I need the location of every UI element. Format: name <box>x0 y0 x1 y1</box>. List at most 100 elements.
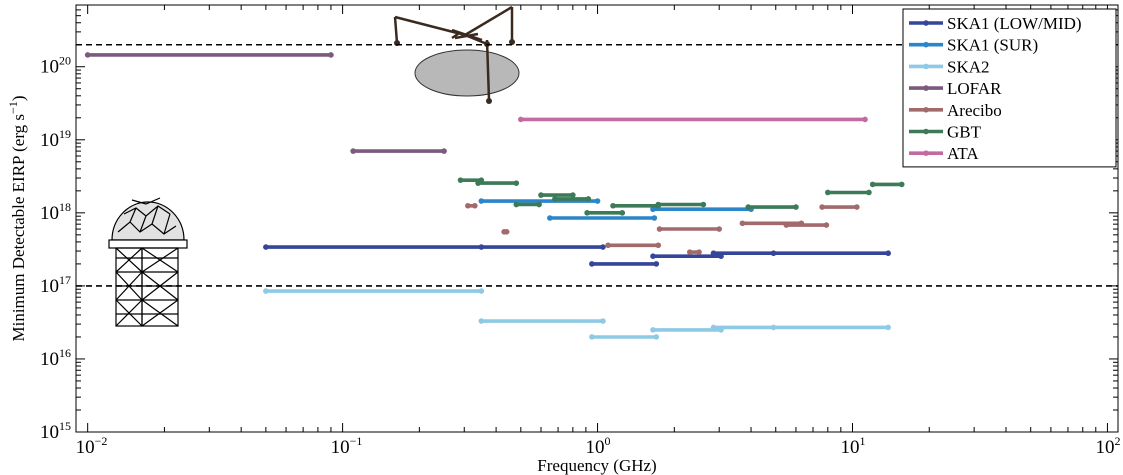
data-point <box>653 261 660 267</box>
data-point <box>710 250 717 257</box>
series-arecibo <box>465 202 860 255</box>
data-point <box>594 198 601 204</box>
series-lofar <box>84 52 447 154</box>
data-point <box>885 324 891 331</box>
legend-marker <box>923 41 929 48</box>
data-point <box>538 192 544 198</box>
data-point <box>441 148 447 154</box>
x-tick-label: 102 <box>1095 434 1120 458</box>
data-point <box>600 244 606 250</box>
data-point <box>650 327 656 333</box>
data-point <box>823 222 830 228</box>
legend-label: Arecibo <box>947 101 1002 120</box>
data-point <box>783 222 790 228</box>
data-point <box>700 201 707 208</box>
data-point <box>547 215 553 221</box>
legend-label: LOFAR <box>947 79 1002 98</box>
data-point <box>739 220 746 227</box>
data-point <box>605 242 611 249</box>
x-tick-label: 10−1 <box>331 434 363 458</box>
data-point <box>84 52 91 58</box>
illustrations <box>108 5 520 327</box>
data-point <box>819 204 825 210</box>
data-point <box>866 189 872 196</box>
data-point <box>869 181 876 188</box>
data-point <box>589 261 595 267</box>
legend-marker <box>923 150 929 156</box>
series-ska1-sur <box>478 198 754 221</box>
data-point <box>824 189 831 196</box>
data-point <box>651 215 658 221</box>
data-point <box>478 288 485 294</box>
data-point <box>478 318 485 324</box>
legend-marker <box>923 107 929 113</box>
data-point <box>475 180 481 186</box>
data-point <box>653 334 660 340</box>
legend-label: ATA <box>947 144 979 163</box>
data-point <box>770 324 777 331</box>
data-point <box>656 226 663 232</box>
data-point <box>513 201 520 208</box>
legend-item-gbt: GBT <box>909 123 982 142</box>
data-point <box>619 210 626 216</box>
reference-lines <box>76 43 1118 287</box>
data-point <box>503 229 510 235</box>
legend-item-ska1-sur: SKA1 (SUR) <box>909 36 1038 55</box>
data-point <box>854 204 860 210</box>
radome-tower-illustration <box>108 197 188 327</box>
data-point <box>536 201 542 208</box>
y-tick-label: 1016 <box>40 346 71 370</box>
y-tick-label: 1018 <box>40 200 71 224</box>
data-point <box>898 181 905 188</box>
data-point <box>263 244 269 250</box>
data-point <box>263 288 269 294</box>
x-tick-label: 100 <box>586 434 611 458</box>
data-point <box>472 202 478 209</box>
data-point <box>696 249 702 255</box>
data-point <box>552 196 558 202</box>
y-tick-label: 1015 <box>40 419 71 443</box>
legend-marker <box>923 20 929 26</box>
legend-label: SKA1 (LOW/MID) <box>947 14 1082 33</box>
series-ata <box>518 116 868 123</box>
data-point <box>600 318 606 324</box>
data-point <box>885 250 891 257</box>
legend-item-arecibo: Arecibo <box>909 101 1002 120</box>
data-point <box>686 249 693 255</box>
data-point <box>350 148 356 154</box>
x-tick-label: 10−2 <box>76 434 108 458</box>
data-point <box>465 202 471 209</box>
data-point <box>716 226 722 232</box>
legend-label: SKA1 (SUR) <box>947 36 1038 55</box>
data-point <box>650 206 656 213</box>
legend-label: SKA2 <box>947 57 990 76</box>
data-point <box>745 204 752 210</box>
data-point <box>862 116 868 123</box>
data-point <box>710 324 717 331</box>
data-point <box>793 204 799 210</box>
data-point <box>584 210 590 216</box>
legend-marker <box>923 63 929 70</box>
data-point <box>518 116 524 123</box>
legend-item-ata: ATA <box>909 144 979 163</box>
antenna-illustration <box>393 5 520 104</box>
plot-frame <box>75 4 1119 433</box>
data-point <box>585 196 592 202</box>
legend-item-lofar: LOFAR <box>909 79 1002 98</box>
y-tick-label: 1019 <box>40 127 71 151</box>
legend-marker <box>923 128 929 135</box>
legend-item-ska2: SKA2 <box>909 57 990 76</box>
data-point <box>328 52 334 58</box>
legend-item-ska1-low-mid: SKA1 (LOW/MID) <box>909 14 1082 33</box>
data-point <box>589 334 595 340</box>
series-layer <box>84 52 905 340</box>
data-point <box>570 192 576 198</box>
data-point <box>655 242 662 249</box>
legend-marker <box>923 85 929 91</box>
y-tick-label: 1020 <box>40 54 71 78</box>
legend: SKA1 (LOW/MID) SKA1 (SUR) SKA2 LOFAR Arecibo… <box>902 8 1117 168</box>
series-gbt <box>457 177 905 216</box>
x-axis-label: Frequency (GHz) <box>537 456 656 475</box>
y-tick-label: 1017 <box>40 273 71 297</box>
